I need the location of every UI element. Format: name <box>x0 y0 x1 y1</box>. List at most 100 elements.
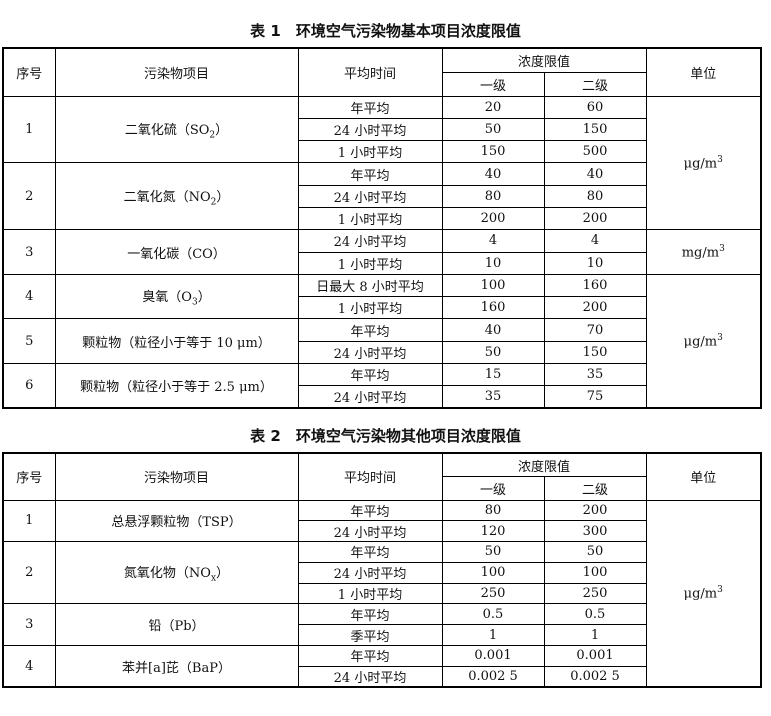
cell-grade2: 60 <box>543 95 647 119</box>
table-row: 4 苯并[a]芘（BaP） 年平均 0.001 0.001 <box>2 645 761 688</box>
cell-grade2: 80 <box>543 184 647 208</box>
cell-time: 年平均 <box>297 645 443 667</box>
table-row: 5 颗粒物（粒径小于等于 10 μm） 年平均 40 70 <box>2 318 761 365</box>
cell-time: 24 小时平均 <box>297 385 443 409</box>
cell-time: 1 小时平均 <box>297 140 443 164</box>
cell-unit: μg/m3 <box>645 273 762 409</box>
header-unit: 单位 <box>645 452 762 501</box>
cell-time: 24 小时平均 <box>297 117 443 142</box>
cell-grade2: 500 <box>543 140 647 164</box>
header-grade2: 二级 <box>543 476 647 501</box>
cell-time: 年平均 <box>297 363 443 387</box>
cell-grade2: 70 <box>543 318 647 342</box>
cell-item: 一氧化碳（CO） <box>54 229 299 275</box>
cell-grade1: 50 <box>441 340 545 365</box>
cell-item: 颗粒物（粒径小于等于 10 μm） <box>54 318 299 365</box>
cell-grade1: 40 <box>441 162 545 186</box>
cell-unit: mg/m3 <box>645 229 762 275</box>
cell-grade2: 35 <box>543 363 647 387</box>
cell-no: 1 <box>2 95 56 164</box>
cell-time: 年平均 <box>297 603 443 626</box>
cell-grade1: 80 <box>441 184 545 208</box>
cell-grade2: 150 <box>543 117 647 142</box>
cell-no: 5 <box>2 318 56 365</box>
cell-grade2: 4 <box>543 229 647 253</box>
cell-grade2: 100 <box>543 561 647 584</box>
cell-time: 24 小时平均 <box>297 229 443 253</box>
cell-no: 6 <box>2 363 56 409</box>
cell-no: 3 <box>2 603 56 647</box>
table-row: 3 铅（Pb） 年平均 0.5 0.5 <box>2 603 761 647</box>
table-1-title: 表 1 环境空气污染物基本项目浓度限值 <box>250 22 521 40</box>
cell-unit: μg/m3 <box>645 95 762 231</box>
header-no: 序号 <box>2 47 56 97</box>
cell-grade1: 80 <box>441 499 545 522</box>
cell-grade1: 35 <box>441 385 545 409</box>
cell-time: 24 小时平均 <box>297 184 443 208</box>
cell-grade2: 200 <box>543 296 647 320</box>
cell-time: 年平均 <box>297 499 443 522</box>
cell-time: 1 小时平均 <box>297 582 443 605</box>
table-2: 序号 污染物项目 平均时间 浓度限值 单位 一级 二级 1 总悬浮颗粒物（TSP） 年平均 80 20… <box>2 452 762 689</box>
cell-no: 2 <box>2 162 56 231</box>
cell-time: 季平均 <box>297 624 443 647</box>
header-grade1: 一级 <box>441 476 545 501</box>
cell-time: 24 小时平均 <box>297 520 443 543</box>
cell-grade1: 40 <box>441 318 545 342</box>
cell-item: 颗粒物（粒径小于等于 2.5 μm） <box>54 363 299 409</box>
header-grade2: 二级 <box>543 71 647 97</box>
header-unit: 单位 <box>645 47 762 97</box>
cell-grade1: 20 <box>441 95 545 119</box>
cell-time: 1 小时平均 <box>297 206 443 231</box>
cell-item: 总悬浮颗粒物（TSP） <box>54 499 299 543</box>
cell-grade1: 100 <box>441 273 545 298</box>
table-row: 2 氮氧化物（NOx） 年平均 50 50 <box>2 541 761 605</box>
cell-time: 1 小时平均 <box>297 296 443 320</box>
table-row: 1 小时平均 160 200 <box>3 296 761 320</box>
cell-time: 1 小时平均 <box>297 251 443 275</box>
cell-no: 4 <box>2 273 56 320</box>
table-row: 1 小时平均 150 500 <box>3 140 761 164</box>
cell-grade2: 0.002 5 <box>543 665 647 688</box>
cell-no: 2 <box>2 541 56 605</box>
cell-time: 年平均 <box>297 162 443 186</box>
cell-item: 氮氧化物（NOx） <box>54 541 299 605</box>
cell-grade1: 150 <box>441 140 545 164</box>
table-2-title: 表 2 环境空气污染物其他项目浓度限值 <box>250 427 521 445</box>
cell-item: 二氧化硫（SO2） <box>54 95 299 164</box>
cell-item: 臭氧（O3） <box>54 273 299 320</box>
header-time: 平均时间 <box>297 452 443 501</box>
table-row: 1 总悬浮颗粒物（TSP） 年平均 80 200 μg/m3 <box>2 499 762 688</box>
cell-grade2: 160 <box>543 273 647 298</box>
cell-grade1: 15 <box>441 363 545 387</box>
cell-grade2: 200 <box>543 499 647 522</box>
cell-grade1: 250 <box>441 582 545 605</box>
cell-no: 1 <box>2 499 56 543</box>
cell-grade2: 75 <box>543 385 647 409</box>
cell-grade2: 50 <box>543 541 647 563</box>
table-row: 1 二氧化硫（SO2） 年平均 20 60 μg/m3 <box>2 95 762 231</box>
cell-grade1: 0.002 5 <box>441 665 545 688</box>
cell-time: 年平均 <box>297 318 443 342</box>
cell-grade1: 0.001 <box>441 645 545 667</box>
cell-grade1: 50 <box>441 541 545 563</box>
cell-grade2: 0.5 <box>543 603 647 626</box>
cell-grade2: 200 <box>543 206 647 231</box>
table-row: 6 颗粒物（粒径小于等于 2.5 μm） 年平均 15 35 <box>2 363 761 409</box>
cell-grade2: 300 <box>543 520 647 543</box>
table-row: 3 一氧化碳（CO） 24 小时平均 4 4 mg/m3 <box>2 229 762 275</box>
cell-no: 3 <box>2 229 56 275</box>
cell-time: 24 小时平均 <box>297 561 443 584</box>
cell-grade1: 1 <box>441 624 545 647</box>
cell-grade1: 0.5 <box>441 603 545 626</box>
cell-item: 铅（Pb） <box>54 603 299 647</box>
cell-time: 24 小时平均 <box>297 665 443 688</box>
header-item: 污染物项目 <box>54 47 299 97</box>
cell-grade1: 200 <box>441 206 545 231</box>
table-row: 24 小时平均 35 75 <box>3 385 761 409</box>
cell-grade1: 160 <box>441 296 545 320</box>
table-row: 1 小时平均 200 200 <box>3 206 761 231</box>
table-row: 季平均 1 1 <box>3 624 761 647</box>
cell-grade2: 10 <box>543 251 647 275</box>
table-row: 24 小时平均 0.002 5 0.002 5 <box>3 665 761 688</box>
